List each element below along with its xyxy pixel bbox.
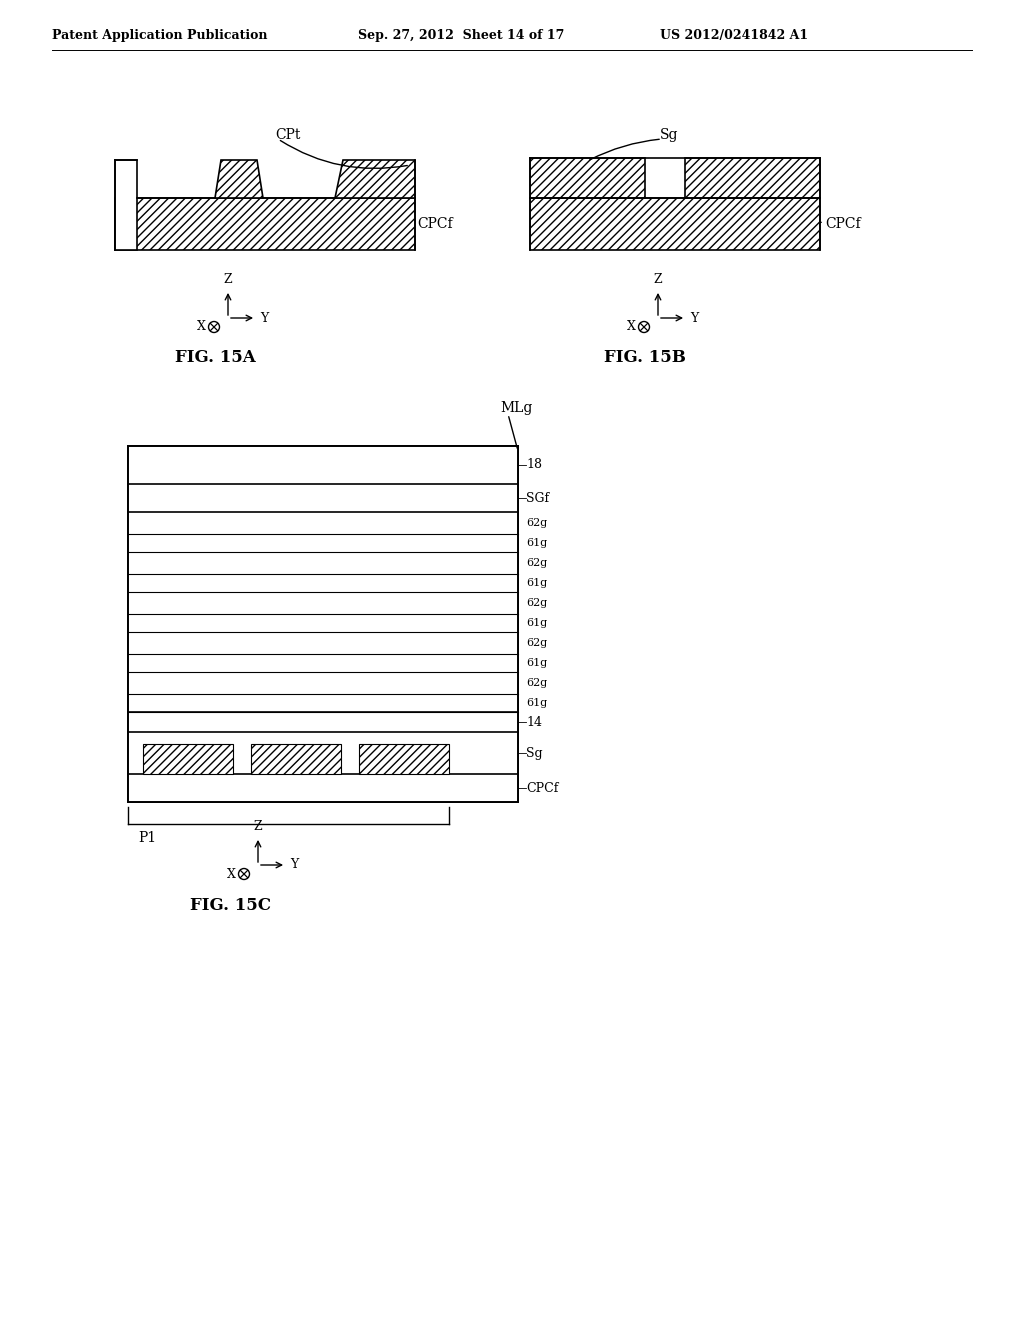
Bar xyxy=(128,535,518,552)
Bar xyxy=(128,614,518,632)
Text: SGf: SGf xyxy=(526,491,549,504)
Bar xyxy=(359,744,449,774)
Text: CPCf: CPCf xyxy=(526,781,558,795)
Text: Y: Y xyxy=(260,312,268,325)
Text: 14: 14 xyxy=(526,715,542,729)
Text: Sg: Sg xyxy=(526,747,543,759)
Bar xyxy=(128,653,518,672)
Text: FIG. 15C: FIG. 15C xyxy=(189,896,270,913)
Text: 62g: 62g xyxy=(526,517,547,528)
Text: Sep. 27, 2012  Sheet 14 of 17: Sep. 27, 2012 Sheet 14 of 17 xyxy=(358,29,564,41)
Text: MLg: MLg xyxy=(500,401,532,414)
Text: Z: Z xyxy=(254,820,262,833)
Bar xyxy=(128,694,518,711)
Polygon shape xyxy=(335,160,415,198)
Text: FIG. 15A: FIG. 15A xyxy=(175,350,255,367)
Bar xyxy=(128,711,518,733)
Bar xyxy=(128,446,518,803)
Text: Sg: Sg xyxy=(660,128,679,143)
Text: US 2012/0241842 A1: US 2012/0241842 A1 xyxy=(660,29,808,41)
Text: 62g: 62g xyxy=(526,638,547,648)
Bar xyxy=(128,512,518,535)
Text: Z: Z xyxy=(223,273,232,286)
Text: CPCf: CPCf xyxy=(417,216,453,231)
Text: P1: P1 xyxy=(138,832,156,845)
Bar xyxy=(685,158,820,198)
Text: CPCf: CPCf xyxy=(825,216,860,231)
Bar xyxy=(128,591,518,614)
Bar xyxy=(128,552,518,574)
Text: Patent Application Publication: Patent Application Publication xyxy=(52,29,267,41)
Text: Z: Z xyxy=(653,273,663,286)
Bar xyxy=(251,744,341,774)
Bar xyxy=(128,484,518,512)
Bar xyxy=(530,198,820,249)
Bar xyxy=(128,574,518,591)
Bar xyxy=(128,774,518,803)
Bar xyxy=(128,733,518,774)
Text: 61g: 61g xyxy=(526,578,547,587)
Bar xyxy=(128,632,518,653)
Bar xyxy=(128,446,518,803)
Text: 18: 18 xyxy=(526,458,542,471)
Polygon shape xyxy=(215,160,263,198)
Text: 62g: 62g xyxy=(526,598,547,609)
Polygon shape xyxy=(115,160,137,249)
Text: 62g: 62g xyxy=(526,558,547,568)
Bar xyxy=(143,744,233,774)
Text: X: X xyxy=(197,321,206,334)
Bar xyxy=(530,158,645,198)
Text: 61g: 61g xyxy=(526,657,547,668)
Text: 61g: 61g xyxy=(526,698,547,708)
Text: FIG. 15B: FIG. 15B xyxy=(604,350,686,367)
Bar xyxy=(128,672,518,694)
Text: X: X xyxy=(627,321,636,334)
Bar xyxy=(128,446,518,484)
Text: Y: Y xyxy=(690,312,698,325)
Text: CPt: CPt xyxy=(275,128,300,143)
Bar xyxy=(115,198,415,249)
Text: X: X xyxy=(226,867,236,880)
Text: Y: Y xyxy=(290,858,298,871)
Text: 61g: 61g xyxy=(526,618,547,628)
Text: 61g: 61g xyxy=(526,539,547,548)
Text: 62g: 62g xyxy=(526,678,547,688)
